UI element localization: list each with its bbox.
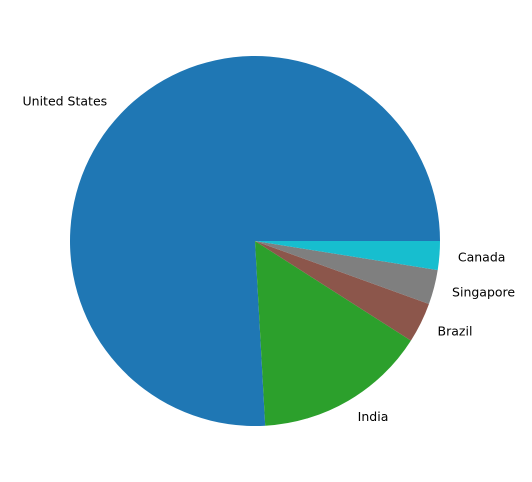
pie-label-brazil: Brazil xyxy=(438,323,473,338)
pie-slice-canada xyxy=(255,241,440,271)
pie-label-canada: Canada xyxy=(458,250,506,265)
pie-slice-singapore xyxy=(255,241,438,304)
pie-labels: United States India Brazil Singapore Canada xyxy=(23,94,516,425)
pie-slice-india xyxy=(255,241,411,426)
pie-label-india: India xyxy=(358,409,389,424)
pie-slice-united-states xyxy=(69,56,440,427)
pie-slice-brazil xyxy=(255,241,429,341)
pie-label-singapore: Singapore xyxy=(452,284,515,299)
pie-slices xyxy=(69,56,440,427)
pie-label-united-states: United States xyxy=(23,94,108,109)
